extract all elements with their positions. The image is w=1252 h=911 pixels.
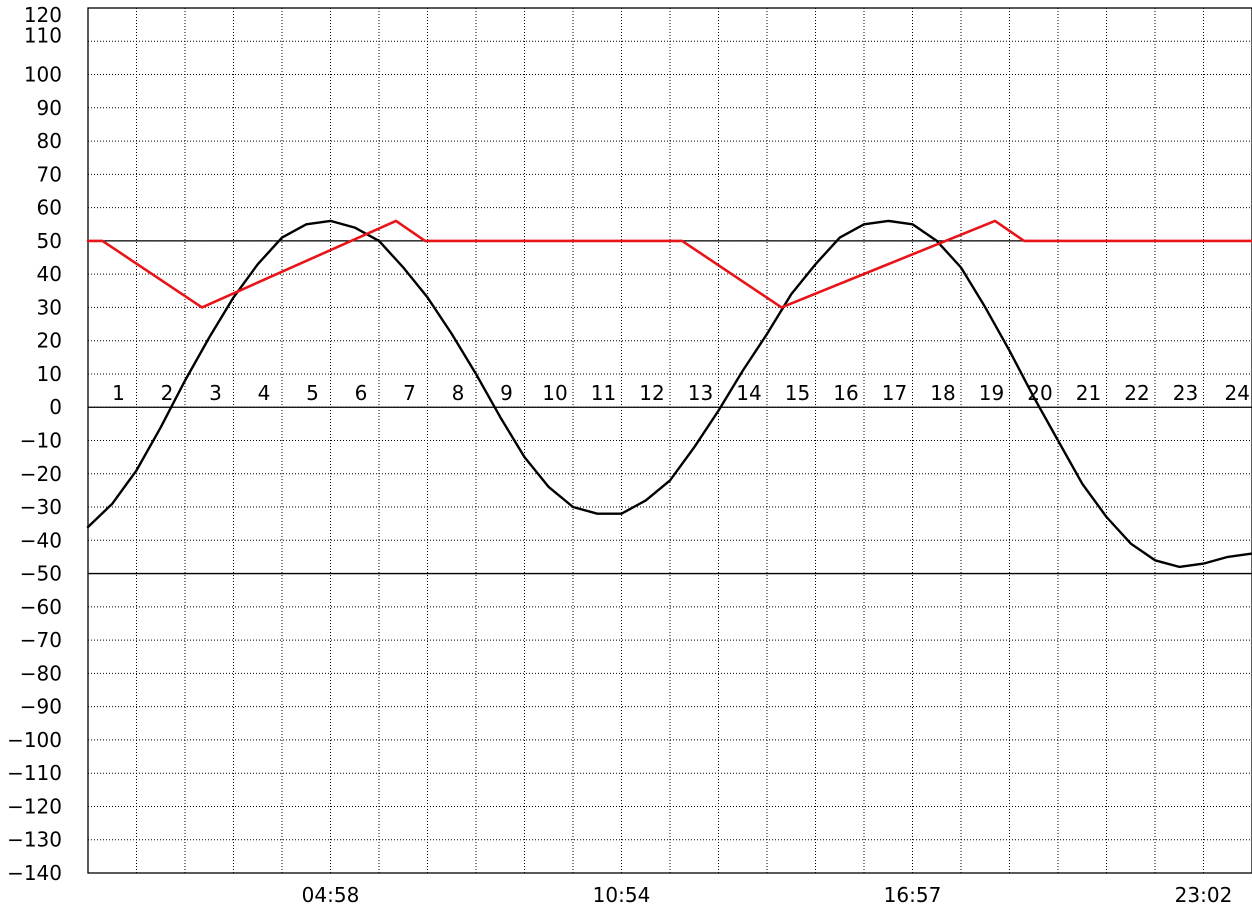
hour-label: 15 [785, 381, 810, 405]
hour-label: 21 [1076, 381, 1101, 405]
y-tick-label: 20 [37, 329, 62, 353]
time-label: 16:57 [884, 883, 942, 907]
y-tick-label: 90 [37, 96, 62, 120]
y-tick-label: 30 [37, 295, 62, 319]
y-tick-label: −30 [20, 495, 62, 519]
hour-label: 7 [403, 381, 416, 405]
hour-label: 1 [112, 381, 125, 405]
hour-label: 14 [736, 381, 761, 405]
grid-lines [88, 8, 1252, 873]
hour-label: 16 [833, 381, 858, 405]
y-tick-label: −20 [20, 462, 62, 486]
y-axis-tick-labels: −140−130−120−110−100−90−80−70−60−50−40−3… [7, 3, 62, 885]
y-tick-label: −90 [20, 695, 62, 719]
y-tick-label: −10 [20, 429, 62, 453]
y-tick-label: 60 [37, 196, 62, 220]
hour-labels: 1 2 3 4 5 6 7 8 9 10 11 12 13 14 15 16 17 18 19 20 21 22 23 24 [112, 381, 1250, 405]
y-tick-label: −70 [20, 628, 62, 652]
hour-label: 23 [1173, 381, 1198, 405]
hour-label: 8 [452, 381, 465, 405]
time-label: 10:54 [593, 883, 651, 907]
y-tick-label: −100 [7, 728, 62, 752]
hour-label: 11 [591, 381, 616, 405]
y-tick-label: 120 [24, 3, 62, 27]
hour-label: 22 [1124, 381, 1149, 405]
hour-label: 20 [1027, 381, 1052, 405]
time-label: 23:02 [1175, 883, 1233, 907]
y-tick-label: −80 [20, 661, 62, 685]
hour-label: 4 [258, 381, 271, 405]
hour-label: 19 [979, 381, 1004, 405]
hour-label: 6 [355, 381, 368, 405]
y-tick-label: −120 [7, 794, 62, 818]
y-tick-label: 70 [37, 162, 62, 186]
time-labels: 04:58 10:54 16:57 23:02 [302, 883, 1233, 907]
hour-label: 5 [306, 381, 319, 405]
hour-label: 13 [688, 381, 713, 405]
hour-label: 12 [639, 381, 664, 405]
y-tick-label: 10 [37, 362, 62, 386]
y-tick-label: −40 [20, 528, 62, 552]
y-tick-label: −140 [7, 861, 62, 885]
y-tick-label: −60 [20, 595, 62, 619]
y-tick-label: −130 [7, 828, 62, 852]
hour-label: 24 [1225, 381, 1250, 405]
hour-label: 17 [882, 381, 907, 405]
y-tick-label: −50 [20, 562, 62, 586]
hour-label: 18 [930, 381, 955, 405]
y-tick-label: −110 [7, 761, 62, 785]
hour-label: 3 [209, 381, 222, 405]
y-tick-label: 40 [37, 262, 62, 286]
y-tick-label: 50 [37, 229, 62, 253]
hour-label: 9 [500, 381, 513, 405]
y-tick-label: 0 [49, 395, 62, 419]
y-tick-label: 100 [24, 63, 62, 87]
y-tick-label: 80 [37, 129, 62, 153]
hour-label: 10 [542, 381, 567, 405]
time-label: 04:58 [302, 883, 360, 907]
hour-label: 2 [161, 381, 174, 405]
